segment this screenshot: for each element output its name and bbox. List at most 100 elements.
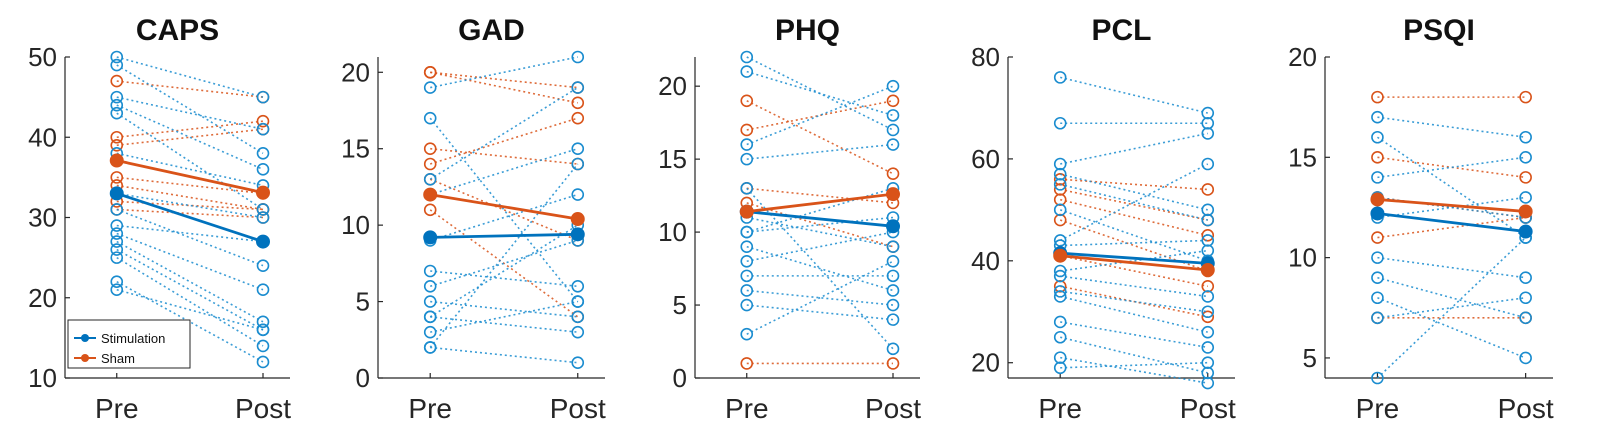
stimulation-subject-point — [1519, 130, 1532, 144]
sham-subject-point — [423, 65, 437, 79]
stimulation-subject — [110, 235, 270, 329]
stimulation-subject-line — [116, 56, 264, 98]
legend: Stimulation Sham — [67, 319, 191, 369]
sham-subject-line — [746, 99, 894, 131]
stimulation-subject-point — [256, 323, 270, 337]
y-tick-label: 20 — [658, 71, 687, 101]
stimulation-subject-point — [110, 227, 124, 240]
stimulation-subject-line — [1060, 183, 1208, 221]
stimulation-subject-line — [1377, 116, 1526, 139]
stimulation-subject-point — [423, 264, 437, 278]
stimulation-subject-point — [740, 254, 754, 268]
chart-panel-pcl: PCL 20 40 60 80 Pre Post — [971, 14, 1236, 424]
stimulation-subject-point — [1201, 213, 1215, 227]
sham-subject-point — [740, 357, 754, 370]
stimulation-subject-point — [110, 90, 124, 104]
stimulation-subject-point — [423, 172, 437, 186]
x-tick-label: Pre — [1038, 393, 1082, 424]
stimulation-subject-point — [740, 65, 754, 78]
stimulation-mean-series — [109, 186, 270, 249]
stimulation-subject — [1053, 290, 1215, 339]
stimulation-subject-point — [256, 339, 270, 353]
sham-subject-point — [1519, 90, 1532, 104]
sham-subject — [740, 357, 900, 370]
stimulation-mean-point — [423, 230, 438, 245]
stimulation-subject-line — [1060, 295, 1208, 333]
x-tick-label: Pre — [95, 393, 139, 424]
stimulation-subject-point — [1201, 356, 1215, 370]
stimulation-subject-point — [571, 356, 585, 370]
stimulation-subject-line — [1060, 173, 1208, 211]
stimulation-subject-point — [256, 90, 270, 104]
sham-mean-series — [1370, 192, 1533, 219]
stimulation-subject-point — [423, 111, 437, 125]
stimulation-subject-point — [886, 240, 900, 253]
y-tick-label: 5 — [1303, 343, 1317, 373]
stimulation-subject-point — [1519, 351, 1532, 365]
y-tick-label: 20 — [1288, 42, 1317, 72]
sham-subject-point — [1519, 171, 1532, 184]
legend-swatch-marker — [81, 354, 89, 362]
stimulation-subject-line — [746, 216, 894, 248]
stimulation-subject-point — [571, 310, 585, 324]
stimulation-subject — [110, 275, 270, 369]
stimulation-subject-line — [746, 245, 894, 292]
y-tick-label: 10 — [658, 217, 687, 247]
stimulation-subject — [1053, 178, 1215, 227]
sham-subject-point — [1053, 193, 1067, 206]
sham-mean-point — [1200, 262, 1215, 277]
sham-subject — [423, 111, 585, 171]
stimulation-subject-point — [423, 295, 437, 308]
stimulation-subject-point — [740, 240, 754, 253]
stimulation-subject-line — [1377, 296, 1526, 319]
sham-subject — [423, 142, 585, 171]
stimulation-mean-line — [1060, 251, 1208, 265]
stimulation-subject-point — [1201, 325, 1215, 339]
legend-label: Stimulation — [101, 331, 165, 346]
sham-mean-line — [429, 193, 578, 221]
sham-subject — [1371, 191, 1532, 224]
stimulation-subject-point — [886, 109, 900, 122]
stimulation-subject — [740, 240, 900, 297]
stimulation-subject — [1371, 130, 1532, 244]
x-tick-label: Post — [550, 393, 606, 424]
stimulation-subject-line — [116, 232, 264, 291]
stimulation-subject — [1371, 271, 1532, 325]
stimulation-subject-line — [1060, 336, 1208, 374]
sham-subject-point — [1371, 90, 1384, 104]
sham-subject-point — [1053, 183, 1067, 196]
sham-subject — [1053, 183, 1215, 227]
sham-subject — [740, 94, 900, 137]
stimulation-mean-line — [430, 232, 578, 239]
stimulation-subject-line — [1060, 361, 1208, 369]
stimulation-subject-point — [740, 152, 754, 166]
y-tick-label: 30 — [28, 203, 57, 233]
sham-subject-point — [256, 114, 270, 128]
stimulation-subject-point — [110, 58, 124, 72]
stimulation-subject-line — [1060, 275, 1208, 298]
sham-mean-series — [109, 153, 270, 200]
sham-subject-line — [1060, 188, 1208, 221]
sham-subject-line — [429, 117, 578, 165]
stimulation-subject — [1053, 315, 1215, 354]
stimulation-mean-point — [1370, 206, 1385, 221]
stimulation-subject — [1371, 231, 1532, 385]
sham-subject — [423, 65, 585, 94]
stimulation-subject-line — [430, 56, 578, 89]
stimulation-mean-series — [423, 227, 585, 245]
sham-mean-point — [1518, 204, 1533, 219]
stimulation-subject — [1053, 234, 1215, 252]
stimulation-subject-point — [256, 355, 270, 369]
y-tick-label: 5 — [356, 287, 370, 317]
stimulation-subject — [1053, 356, 1215, 375]
stimulation-subject-line — [1377, 256, 1526, 279]
stimulation-subject-point — [423, 279, 437, 293]
stimulation-mean-point — [570, 227, 585, 242]
stimulation-subject-line — [1060, 132, 1208, 165]
stimulation-subject-line — [116, 112, 264, 211]
stimulation-subject-point — [1371, 130, 1384, 144]
stimulation-subject-point — [1201, 203, 1215, 217]
stimulation-subject-point — [110, 219, 124, 232]
stimulation-subject-point — [571, 279, 585, 293]
stimulation-subject — [110, 227, 270, 297]
